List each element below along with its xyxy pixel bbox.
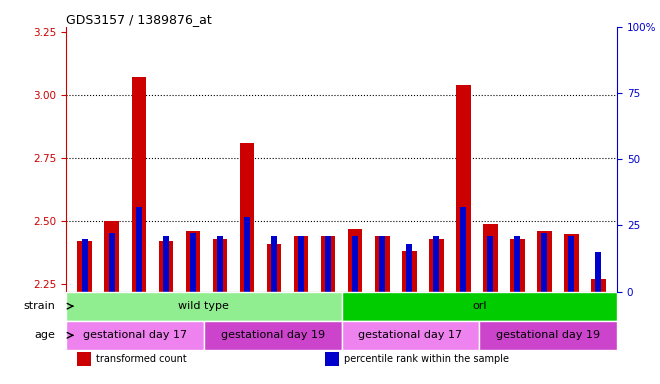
Text: strain: strain: [23, 301, 55, 311]
Bar: [240, 143, 254, 291]
Bar: [325, 353, 339, 366]
Text: age: age: [34, 330, 55, 340]
Text: GDS3157 / 1389876_at: GDS3157 / 1389876_at: [66, 13, 212, 26]
Text: transformed count: transformed count: [96, 354, 187, 364]
Bar: [217, 236, 222, 291]
Bar: [514, 236, 520, 291]
Bar: [298, 236, 304, 291]
Bar: [131, 77, 147, 291]
Bar: [482, 223, 498, 291]
Bar: [591, 279, 606, 291]
Bar: [434, 236, 439, 291]
Bar: [595, 252, 601, 291]
Bar: [136, 207, 142, 291]
Bar: [461, 207, 466, 291]
Bar: [402, 251, 416, 291]
Bar: [66, 321, 204, 350]
Text: gestational day 17: gestational day 17: [82, 330, 187, 340]
Bar: [479, 321, 617, 350]
Text: percentile rank within the sample: percentile rank within the sample: [345, 354, 510, 364]
Bar: [510, 239, 525, 291]
Bar: [185, 231, 201, 291]
Text: gestational day 19: gestational day 19: [496, 330, 601, 340]
Bar: [244, 217, 249, 291]
Text: gestational day 17: gestational day 17: [358, 330, 463, 340]
Bar: [348, 228, 362, 291]
Bar: [158, 241, 174, 291]
Bar: [541, 233, 547, 291]
Bar: [537, 231, 552, 291]
Bar: [271, 236, 277, 291]
Bar: [342, 321, 479, 350]
Bar: [213, 239, 228, 291]
Bar: [104, 221, 119, 291]
Bar: [342, 291, 617, 321]
Text: wild type: wild type: [178, 301, 229, 311]
Bar: [488, 236, 493, 291]
Bar: [407, 244, 412, 291]
Bar: [321, 236, 335, 291]
Bar: [82, 239, 88, 291]
Bar: [294, 236, 308, 291]
Bar: [429, 239, 444, 291]
Bar: [66, 291, 342, 321]
Bar: [163, 236, 169, 291]
Bar: [375, 236, 389, 291]
Bar: [455, 85, 471, 291]
Bar: [325, 236, 331, 291]
Bar: [267, 244, 281, 291]
Bar: [109, 233, 115, 291]
Text: orl: orl: [472, 301, 486, 311]
Text: gestational day 19: gestational day 19: [220, 330, 325, 340]
Bar: [352, 236, 358, 291]
Bar: [190, 233, 195, 291]
Bar: [204, 321, 342, 350]
Bar: [77, 353, 91, 366]
Bar: [77, 241, 92, 291]
Bar: [564, 233, 579, 291]
Bar: [379, 236, 385, 291]
Bar: [568, 236, 574, 291]
